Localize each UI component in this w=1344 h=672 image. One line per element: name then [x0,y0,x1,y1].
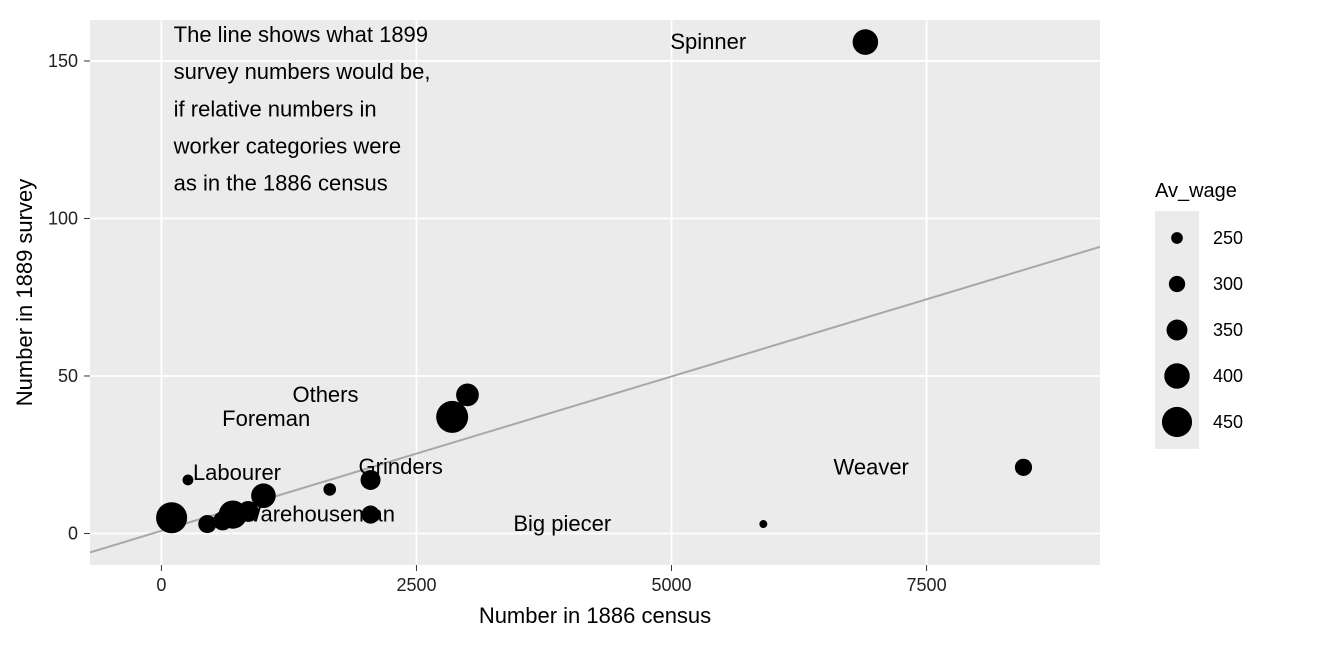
legend-size-icon [1169,276,1185,292]
x-axis-label: Number in 1886 census [479,603,711,628]
data-point [156,502,187,533]
scatter-chart: 0 2500 5000 7500 0 50 100 150 Spinner Weaver Big p… [0,0,1344,672]
legend-size-icon [1171,232,1183,244]
point-label: Grinders [359,454,443,479]
legend-size-icon [1164,363,1190,389]
point-label: Foreman [222,406,310,431]
data-point [323,483,336,496]
annotation-line: worker categories were [173,134,401,159]
data-point [198,515,216,533]
x-tick-label: 2500 [396,575,436,595]
data-point [1015,459,1032,476]
annotation-line: as in the 1886 census [174,171,388,196]
point-label: Labourer [193,460,281,485]
legend-title: Av_wage [1155,180,1237,202]
data-point [436,401,468,433]
data-point [213,511,232,530]
data-point [183,475,194,486]
x-tick-label: 5000 [651,575,691,595]
y-axis-label: Number in 1889 survey [12,179,37,406]
point-label: Big piecer [513,511,611,536]
data-point [853,29,879,55]
y-tick-label: 100 [48,208,78,228]
legend-item-label: 300 [1213,274,1243,294]
legend-size-icon [1167,320,1188,341]
legend-item-label: 400 [1213,366,1243,386]
chart-container: 0 2500 5000 7500 0 50 100 150 Spinner Weaver Big p… [0,0,1344,672]
point-label: Others [292,382,358,407]
x-tick-label: 0 [156,575,166,595]
legend-item-label: 250 [1213,228,1243,248]
data-point [759,520,767,528]
legend-size-icon [1162,407,1192,437]
annotation-line: The line shows what 1899 [174,22,428,47]
point-label: Weaver [833,454,908,479]
y-tick-label: 0 [68,523,78,543]
annotation-line: if relative numbers in [174,96,377,121]
y-tick-label: 150 [48,51,78,71]
y-tick-label: 50 [58,366,78,386]
x-tick-label: 7500 [907,575,947,595]
point-label: Spinner [670,29,746,54]
annotation-line: survey numbers would be, [174,59,431,84]
legend-item-label: 450 [1213,412,1243,432]
legend-item-label: 350 [1213,320,1243,340]
